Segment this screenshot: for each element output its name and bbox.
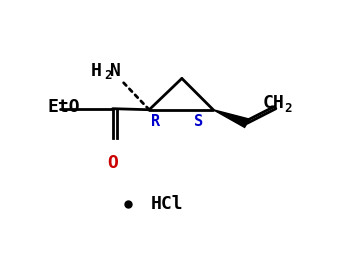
- Text: N: N: [110, 62, 121, 80]
- Text: O: O: [107, 154, 118, 172]
- Polygon shape: [213, 110, 250, 127]
- Text: EtO: EtO: [47, 98, 80, 116]
- Text: 2: 2: [104, 69, 112, 82]
- Text: S: S: [194, 114, 204, 129]
- Text: HCl: HCl: [151, 195, 183, 213]
- Text: CH: CH: [263, 95, 284, 112]
- Text: R: R: [151, 114, 160, 129]
- Text: H: H: [90, 62, 101, 80]
- Text: 2: 2: [284, 102, 292, 115]
